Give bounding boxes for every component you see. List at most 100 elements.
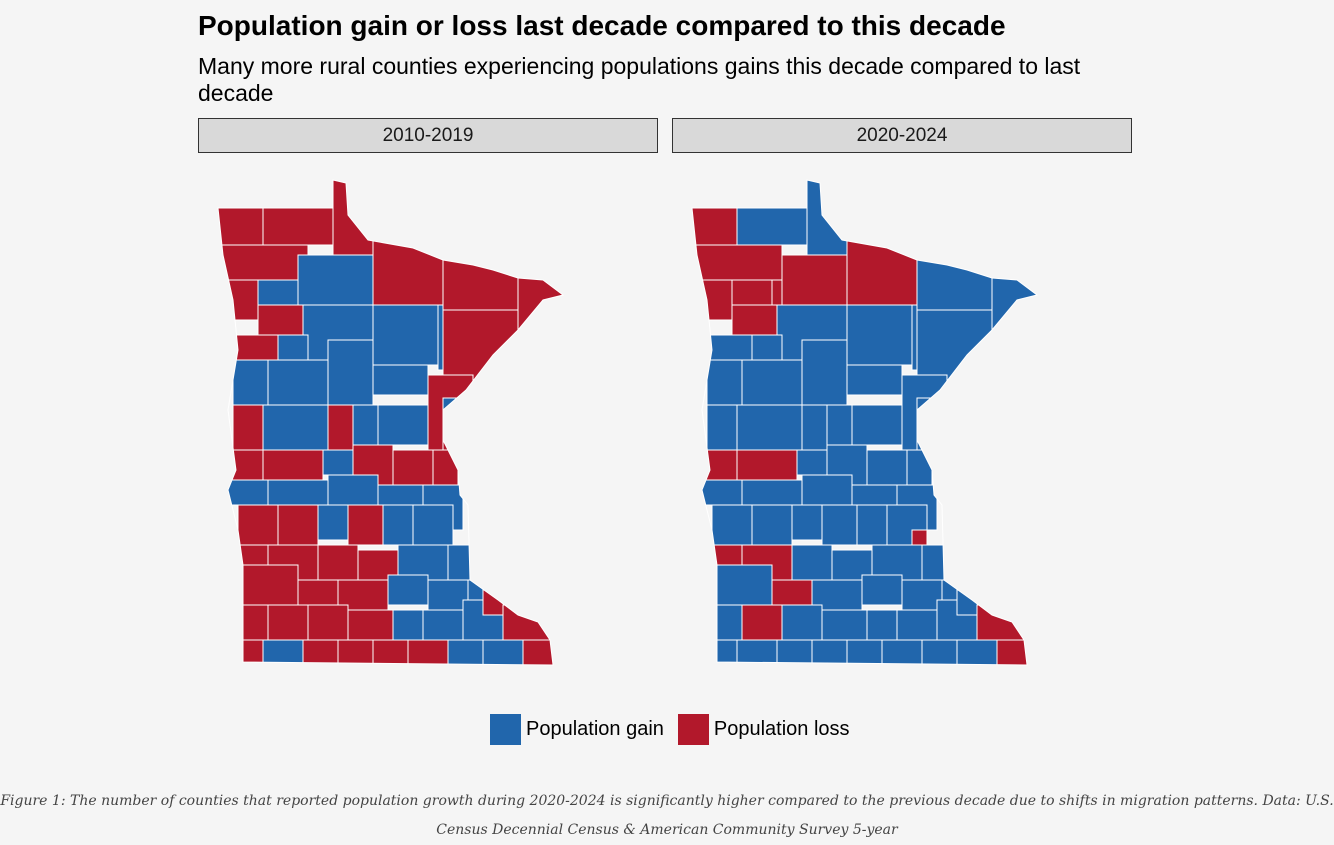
county-36 xyxy=(906,449,933,486)
county-5 xyxy=(218,279,259,321)
county-38 xyxy=(741,479,803,506)
county-43 xyxy=(237,504,279,546)
county-55 xyxy=(237,564,299,606)
minnesota-map-2010-2019 xyxy=(217,179,565,666)
county-19 xyxy=(267,359,329,406)
county-24 xyxy=(916,397,963,429)
county-77 xyxy=(482,639,524,665)
county-22 xyxy=(846,364,903,396)
county-40 xyxy=(327,474,379,506)
county-12 xyxy=(442,309,519,381)
county-65 xyxy=(866,609,898,641)
county-2 xyxy=(262,199,334,246)
county-69 xyxy=(976,604,1028,641)
state-outline xyxy=(691,179,1039,666)
county-25 xyxy=(442,397,489,429)
county-72 xyxy=(302,639,339,665)
county-77 xyxy=(956,639,998,665)
legend-label-loss: Population loss xyxy=(713,718,850,740)
county-6 xyxy=(257,279,299,306)
county-27 xyxy=(736,404,803,451)
county-47 xyxy=(382,504,414,546)
legend-item-gain: Population gain xyxy=(490,714,664,745)
legend: Population gain Population loss xyxy=(490,714,864,745)
county-28 xyxy=(262,404,329,451)
county-34 xyxy=(322,449,354,476)
county-27 xyxy=(232,404,264,451)
county-42 xyxy=(711,504,753,546)
county-24 xyxy=(427,374,474,451)
county-76 xyxy=(447,639,484,665)
county-56 xyxy=(297,579,339,606)
county-11 xyxy=(916,239,993,311)
county-41 xyxy=(377,484,424,506)
county-38 xyxy=(227,479,269,506)
county-71 xyxy=(262,639,304,665)
county-17 xyxy=(277,334,309,361)
county-19 xyxy=(801,339,848,406)
county-31 xyxy=(377,404,429,446)
county-29 xyxy=(327,404,354,451)
county-37 xyxy=(432,449,459,486)
county-58 xyxy=(387,574,429,606)
county-37 xyxy=(701,479,743,506)
county-18 xyxy=(232,359,269,406)
county-26 xyxy=(706,404,738,451)
chart-title: Population gain or loss last decade comp… xyxy=(198,10,1006,41)
county-5 xyxy=(692,279,733,321)
county-28 xyxy=(801,404,828,451)
legend-swatch-loss xyxy=(677,714,709,745)
county-71 xyxy=(736,639,778,665)
county-73 xyxy=(337,639,374,665)
county-70 xyxy=(237,639,264,665)
county-44 xyxy=(277,504,319,546)
chart-subtitle: Many more rural counties experiencing po… xyxy=(198,53,1081,106)
panel-header-2010-2019: 2010-2019 xyxy=(198,118,658,153)
county-16 xyxy=(218,334,279,361)
county-20 xyxy=(327,339,374,406)
county-18 xyxy=(741,359,803,406)
county-62 xyxy=(741,604,783,641)
county-17 xyxy=(706,359,743,406)
county-39 xyxy=(267,479,329,506)
county-33 xyxy=(796,449,828,476)
county-30 xyxy=(851,404,903,446)
county-65 xyxy=(392,609,424,641)
county-30 xyxy=(352,404,379,446)
county-51 xyxy=(791,544,833,581)
county-12 xyxy=(916,309,993,381)
county-1 xyxy=(218,199,264,246)
panel-header-2020-2024: 2020-2024 xyxy=(672,118,1132,153)
county-23 xyxy=(372,364,429,396)
county-45 xyxy=(821,504,858,546)
county-6 xyxy=(731,279,773,306)
county-51 xyxy=(317,544,359,581)
county-46 xyxy=(856,504,888,546)
county-59 xyxy=(901,579,943,611)
county-54 xyxy=(921,544,953,581)
legend-swatch-gain xyxy=(490,714,521,745)
county-23 xyxy=(901,374,948,451)
county-63 xyxy=(781,604,823,641)
county-39 xyxy=(801,474,853,506)
county-75 xyxy=(881,639,923,665)
county-20 xyxy=(846,304,913,366)
county-15 xyxy=(692,334,753,361)
figure-caption: Figure 1: The number of counties that re… xyxy=(0,793,1334,838)
county-14 xyxy=(297,254,374,306)
county-48 xyxy=(412,504,454,546)
county-44 xyxy=(791,504,823,541)
county-54 xyxy=(447,544,479,581)
county-63 xyxy=(307,604,349,641)
county-10 xyxy=(372,239,444,306)
county-55 xyxy=(711,564,773,606)
county-29 xyxy=(826,404,853,446)
county-74 xyxy=(846,639,883,665)
county-72 xyxy=(776,639,813,665)
county-64 xyxy=(821,609,868,641)
county-46 xyxy=(347,504,384,546)
county-66 xyxy=(896,609,938,641)
county-78 xyxy=(996,639,1028,665)
legend-label-gain: Population gain xyxy=(526,718,664,740)
county-75 xyxy=(407,639,449,665)
